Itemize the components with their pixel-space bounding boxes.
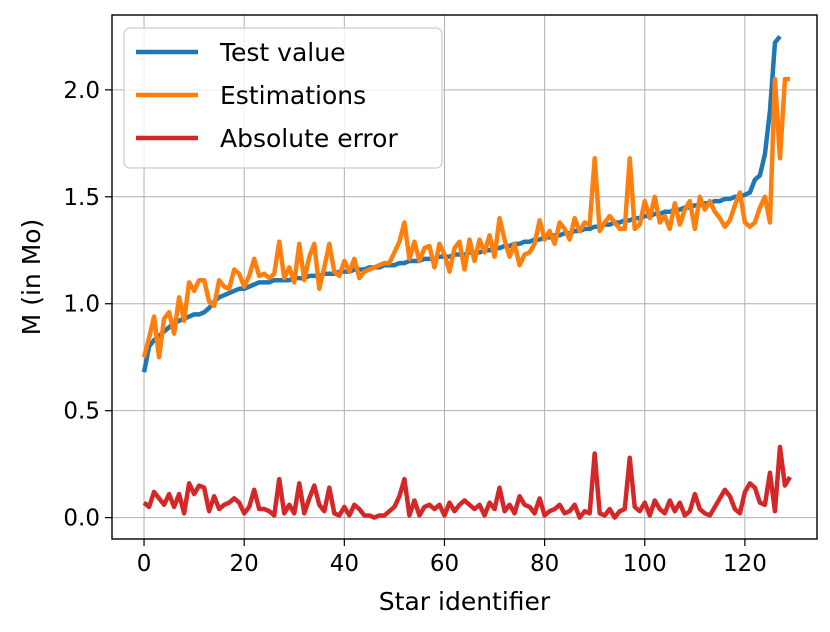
x-tick-label: 80 (530, 551, 559, 577)
y-tick-label: 1.0 (63, 292, 100, 318)
x-tick-label: 20 (230, 551, 259, 577)
axis-ticks: 0 20 40 60 80 100 120 0.0 0.5 1.0 1.5 2.0 (63, 78, 766, 577)
y-tick-label: 1.5 (63, 185, 100, 211)
y-tick-label: 0.0 (63, 506, 100, 532)
y-tick-label: 2.0 (63, 78, 100, 104)
x-tick-label: 0 (137, 551, 152, 577)
y-axis-label: M (in Mo) (17, 219, 46, 336)
x-tick-label: 120 (723, 551, 767, 577)
legend-label-estimations: Estimations (220, 81, 366, 110)
x-tick-label: 100 (623, 551, 667, 577)
series-lines (141, 35, 792, 520)
x-axis-label: Star identifier (379, 587, 551, 616)
y-tick-label: 0.5 (63, 399, 100, 425)
x-tick-label: 40 (330, 551, 359, 577)
legend-label-absolute-error: Absolute error (220, 124, 398, 153)
series-line-estimations (141, 76, 790, 360)
plot-frame (111, 14, 818, 540)
legend-box (123, 27, 443, 169)
x-tick-label: 60 (430, 551, 459, 577)
legend: Test value Estimations Absolute error (123, 27, 443, 169)
series-line-absolute-error (142, 444, 792, 520)
legend-label-test-value: Test value (219, 38, 345, 67)
